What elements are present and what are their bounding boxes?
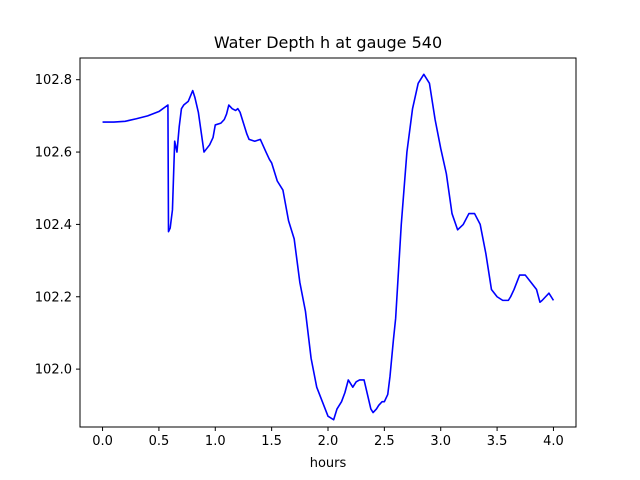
chart-title: Water Depth h at gauge 540	[214, 33, 442, 52]
x-tick-label: 1.5	[261, 434, 282, 449]
x-tick-label: 1.0	[205, 434, 226, 449]
series-line-0	[102, 73, 555, 421]
y-tick-label: 102.2	[35, 290, 72, 305]
x-tick-label: 2.0	[318, 434, 339, 449]
plot-area	[102, 73, 555, 421]
x-tick-label: 2.5	[374, 434, 395, 449]
x-tick-label: 0.0	[92, 434, 113, 449]
x-tick-label: 3.0	[430, 434, 451, 449]
y-tick-label: 102.4	[35, 218, 72, 233]
axes: 0.0 0.5 1.0 1.5 2.0 2.5 3.0 3.5 4.0 102.0 102.2 102…	[35, 57, 577, 449]
y-tick-label: 102.8	[35, 73, 72, 88]
x-tick-label: 0.5	[149, 434, 170, 449]
x-axis-label: hours	[310, 456, 347, 471]
x-tick-label: 3.5	[487, 434, 508, 449]
y-tick-label: 102.6	[35, 146, 72, 161]
x-tick-label: 4.0	[543, 434, 564, 449]
y-tick-label: 102.0	[35, 363, 72, 378]
